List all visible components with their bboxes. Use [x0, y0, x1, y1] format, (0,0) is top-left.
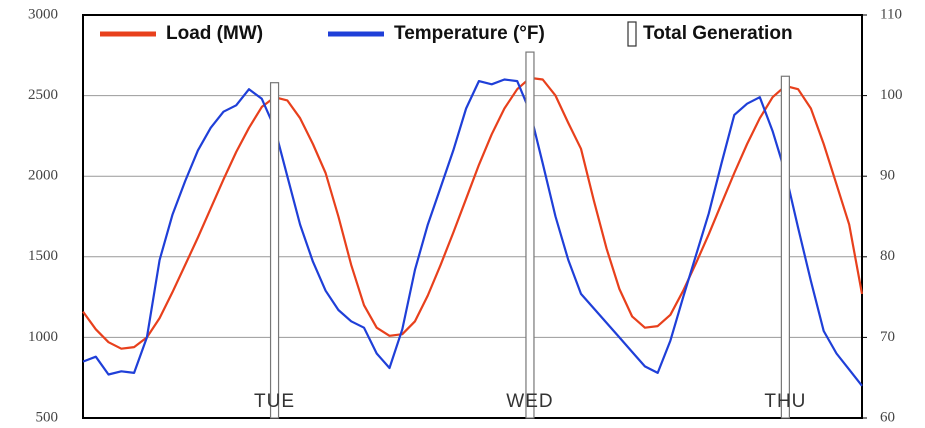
- line: [82, 76, 864, 350]
- bar: [780, 75, 790, 419]
- y2-tick-label: 110: [880, 6, 902, 22]
- y2-tick-label: 60: [880, 409, 895, 425]
- x-tick-label: THU: [764, 391, 806, 412]
- y-tick-label: 1000: [28, 329, 58, 345]
- bar: [269, 82, 280, 419]
- y2-tick-label: 90: [880, 168, 895, 184]
- y-tick-label: 2500: [28, 87, 58, 103]
- y2-tick-label: 100: [880, 87, 903, 103]
- y2-tick-label: 80: [880, 248, 895, 264]
- legend-label: Load (MW): [166, 23, 263, 44]
- bar: [525, 51, 535, 419]
- y-tick-label: 2000: [28, 168, 58, 184]
- y2-tick-label: 70: [880, 329, 895, 345]
- y-tick-label: 500: [36, 409, 59, 425]
- y-tick-label: 3000: [28, 6, 58, 22]
- legend-label: Temperature (°F): [394, 23, 545, 44]
- legend-label: Total Generation: [643, 23, 793, 44]
- x-tick-label: WED: [506, 391, 553, 412]
- line: [82, 78, 863, 387]
- x-tick-label: TUE: [254, 391, 295, 412]
- y-tick-label: 1500: [28, 248, 58, 264]
- legend-swatch: [627, 21, 637, 47]
- plot-frame: [82, 14, 863, 419]
